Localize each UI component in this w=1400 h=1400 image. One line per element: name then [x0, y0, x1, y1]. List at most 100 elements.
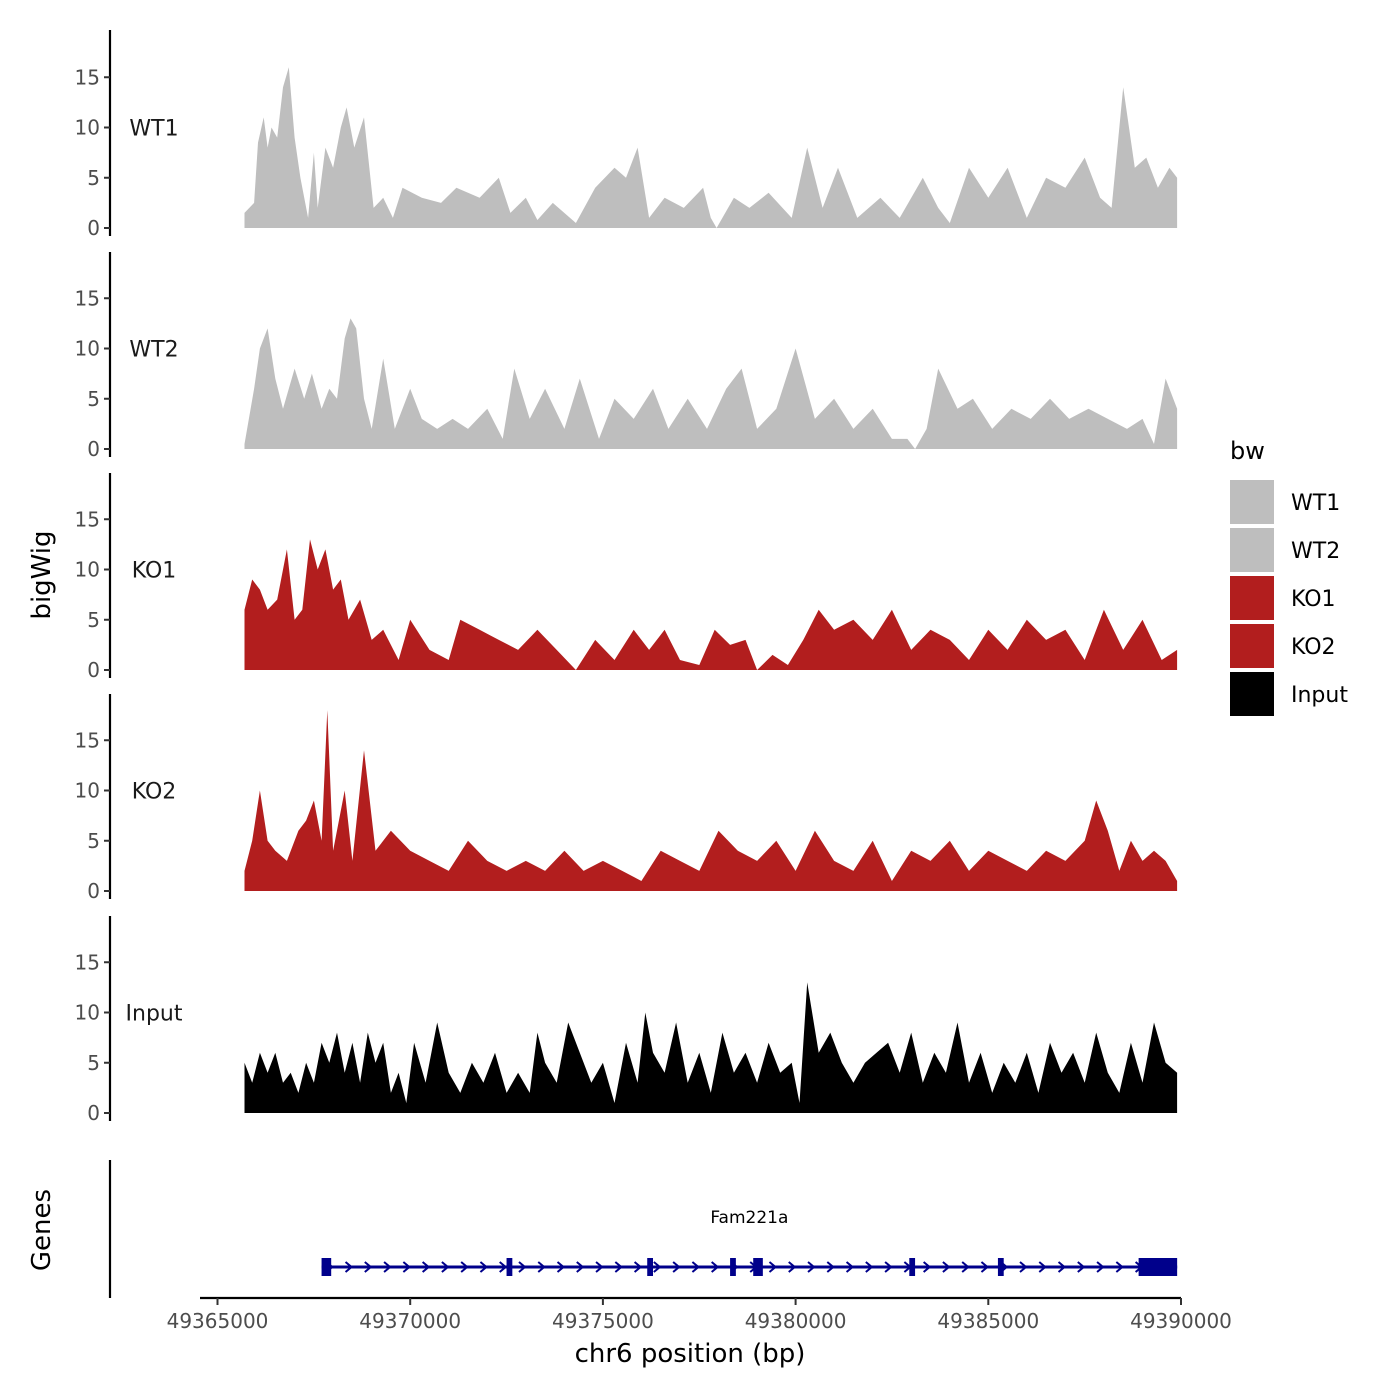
- strand-arrow-icon: [537, 1261, 546, 1273]
- y-tick-label: 5: [87, 166, 100, 190]
- y-tick-label: 5: [87, 829, 100, 853]
- strand-arrow-icon: [788, 1261, 797, 1273]
- strand-arrow-icon: [1038, 1261, 1047, 1273]
- gene-exon: [730, 1258, 736, 1276]
- track-label: KO1: [132, 559, 177, 584]
- strand-arrow-icon: [1057, 1261, 1067, 1273]
- strand-arrow-icon: [460, 1261, 469, 1273]
- bigwig-tracks: 0 5 10 15 WT1 0 5 10 15 WT2 0 5 10 15 KO1 0 5 10 15 KO2 0 5 10…: [75, 30, 1178, 1125]
- strand-arrow-icon: [768, 1261, 778, 1273]
- legend-label: KO1: [1291, 587, 1336, 612]
- track-wt2: 0 5 10 15 WT2: [75, 252, 1178, 461]
- legend: bw WT1 WT2 KO1 KO2 Input: [1230, 437, 1348, 716]
- y-tick-label: 15: [75, 65, 100, 89]
- y-tick-label: 15: [75, 286, 100, 310]
- y-tick-label: 15: [75, 950, 100, 974]
- x-tick-label: 49365000: [167, 1309, 269, 1333]
- legend-swatch: [1230, 528, 1274, 572]
- gene-exon: [753, 1258, 763, 1276]
- gene-exon: [909, 1258, 916, 1276]
- x-tick-label: 49385000: [937, 1309, 1039, 1333]
- legend-label: WT2: [1291, 539, 1340, 564]
- strand-arrow-icon: [499, 1261, 508, 1273]
- x-tick-label: 49380000: [745, 1309, 847, 1333]
- legend-items: WT1 WT2 KO1 KO2 Input: [1230, 480, 1348, 716]
- strand-arrow-icon: [672, 1261, 681, 1273]
- strand-arrow-icon: [691, 1261, 700, 1273]
- track-ko2: 0 5 10 15 KO2: [75, 694, 1178, 903]
- y-tick-label: 5: [87, 387, 100, 411]
- legend-title: bw: [1230, 437, 1265, 465]
- legend-swatch: [1230, 672, 1274, 716]
- legend-swatch: [1230, 576, 1274, 620]
- y-tick-label: 10: [75, 1001, 100, 1025]
- strand-arrow-icon: [479, 1261, 488, 1273]
- track-label: WT2: [129, 338, 178, 363]
- track-wt1: 0 5 10 15 WT1: [75, 30, 1178, 240]
- strand-arrow-icon: [922, 1261, 932, 1273]
- strand-arrow-icon: [884, 1261, 893, 1273]
- strand-arrow-icon: [383, 1261, 392, 1273]
- strand-arrow-icon: [421, 1261, 431, 1273]
- y-tick-label: 0: [87, 658, 100, 682]
- x-axis-label: chr6 position (bp): [575, 1339, 806, 1369]
- strand-arrow-icon: [980, 1261, 990, 1273]
- track-label: KO2: [132, 780, 177, 805]
- gene-exon: [506, 1258, 513, 1276]
- gene-exon: [647, 1258, 654, 1276]
- strand-arrow-icon: [556, 1261, 566, 1273]
- coverage-area-wt1: [244, 67, 1178, 228]
- strand-arrow-icon: [1096, 1261, 1105, 1273]
- gene-track: Fam221a: [108, 1160, 1178, 1298]
- y-tick-label: 0: [87, 216, 100, 240]
- y-tick-label: 15: [75, 507, 100, 531]
- legend-label: KO2: [1291, 635, 1336, 660]
- x-axis: 49365000 49370000 49375000 49380000 49385000…: [167, 1296, 1232, 1333]
- strand-arrow-icon: [845, 1261, 855, 1273]
- x-tick-label: 49375000: [552, 1309, 654, 1333]
- coverage-area-wt2: [244, 318, 1178, 449]
- y-axis-label: bigWig: [27, 530, 57, 619]
- y-tick-label: 5: [87, 1051, 100, 1075]
- legend-label: Input: [1291, 683, 1348, 708]
- strand-arrow-icon: [711, 1261, 720, 1273]
- legend-label: WT1: [1291, 491, 1340, 516]
- x-tick-label: 49390000: [1130, 1309, 1232, 1333]
- coverage-area-input: [244, 982, 1178, 1113]
- track-input: 0 5 10 15 Input: [75, 916, 1178, 1125]
- strand-arrow-icon: [961, 1261, 970, 1273]
- strand-arrow-icon: [344, 1261, 354, 1273]
- strand-arrow-icon: [1019, 1261, 1028, 1273]
- strand-arrow-icon: [518, 1261, 527, 1273]
- strand-arrow-icon: [942, 1261, 951, 1273]
- coverage-area-ko1: [244, 539, 1178, 670]
- y-tick-label: 10: [75, 558, 100, 582]
- gene-name-label: Fam221a: [710, 1208, 788, 1228]
- x-tick-label: 49370000: [359, 1309, 461, 1333]
- y-tick-label: 10: [75, 337, 100, 361]
- strand-arrow-icon: [595, 1261, 604, 1273]
- strand-arrow-icon: [576, 1261, 585, 1273]
- strand-arrow-icon: [1077, 1261, 1086, 1273]
- track-ko1: 0 5 10 15 KO1: [75, 473, 1178, 682]
- genes-track-label: Genes: [27, 1189, 57, 1271]
- coverage-area-ko2: [244, 710, 1178, 891]
- y-tick-label: 10: [75, 779, 100, 803]
- y-tick-label: 5: [87, 608, 100, 632]
- strand-arrow-icon: [1115, 1261, 1124, 1273]
- strand-arrow-icon: [865, 1261, 874, 1273]
- y-tick-label: 15: [75, 728, 100, 752]
- strand-arrow-icon: [633, 1261, 643, 1273]
- y-tick-label: 0: [87, 879, 100, 903]
- gene-exon: [321, 1258, 332, 1276]
- gene-exon: [997, 1258, 1004, 1276]
- legend-swatch: [1230, 480, 1274, 524]
- strand-arrow-icon: [826, 1261, 835, 1273]
- legend-swatch: [1230, 624, 1274, 668]
- y-tick-label: 0: [87, 1101, 100, 1125]
- strand-arrow-icon: [807, 1261, 816, 1273]
- strand-arrow-icon: [653, 1261, 662, 1273]
- gene-exon: [1138, 1258, 1178, 1276]
- y-tick-label: 10: [75, 116, 100, 140]
